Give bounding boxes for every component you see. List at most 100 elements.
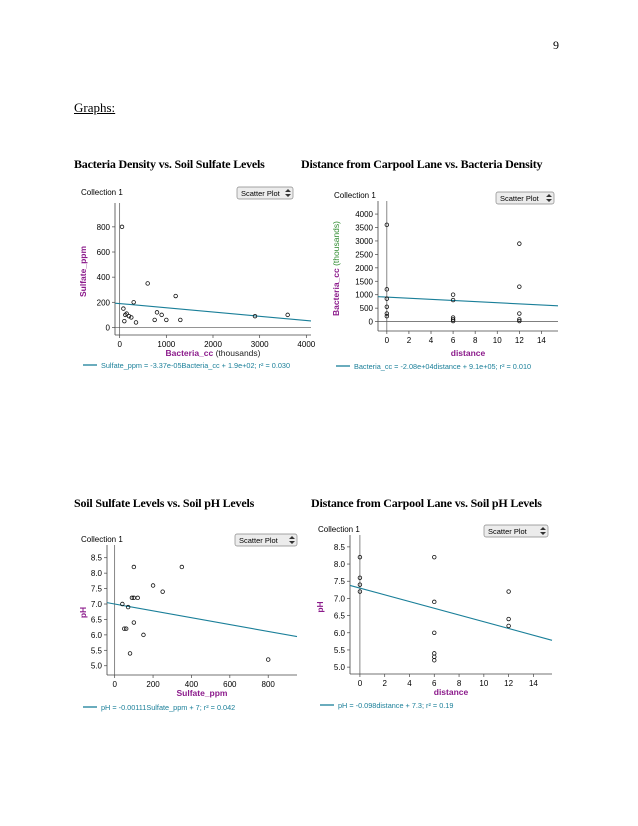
data-point [135,595,140,601]
y-tick-label: 5.5 [334,646,346,655]
regression-equation: Bacteria_cc = -2.08e+04distance + 9.1e+0… [354,362,531,371]
chart-title-2: Distance from Carpool Lane vs. Bacteria … [301,157,543,171]
data-point [506,616,511,622]
x-tick-label: 2 [382,679,387,688]
chevron-updown-icon [285,189,291,197]
x-tick-label: 3000 [251,340,269,349]
plot-type-dropdown[interactable]: Scatter Plot [483,524,549,538]
x-tick-label: 8 [457,679,462,688]
data-point [152,317,157,323]
data-point [450,318,456,324]
regression-equation: pH = -0.098distance + 7.3; r² = 0.19 [338,701,453,710]
y-axis-label-main: Bacteria_cc [331,268,341,316]
y-tick-label: 7.5 [334,577,346,586]
y-tick-label: 3500 [355,224,373,233]
y-tick-label: 0 [369,318,374,327]
data-point [506,589,511,594]
data-point [384,287,390,292]
collection-label: Collection 1 [81,188,123,197]
data-point [159,312,164,318]
x-tick-label: 8 [473,336,478,345]
data-point [122,318,127,324]
dropdown-box [483,524,549,538]
page-number: 9 [553,38,559,52]
y-tick-label: 8.5 [334,543,346,552]
plot-type-dropdown[interactable]: Scatter Plot [234,533,298,547]
data-point [384,222,390,228]
data-point [173,293,178,299]
y-tick-label: 5.0 [334,663,346,672]
data-point [357,582,363,587]
data-point [178,317,183,323]
data-point [517,241,522,246]
y-tick-label: 5.5 [91,646,103,655]
chart-distance-vs-ph: Collection 1 Scatter Plot 0 2 4 6 8 10 12 14 5.0 5.… [315,524,553,710]
data-point [179,564,185,570]
data-point [129,315,134,320]
regression-line [349,584,553,641]
data-point [126,313,132,319]
x-tick-label: 12 [515,336,524,345]
dropdown-box [236,186,294,200]
y-tick-label: 7.0 [334,594,346,603]
x-tick-label: 0 [112,680,117,689]
regression-line [106,602,298,638]
y-tick-label: 8.5 [91,554,103,563]
y-tick-label: 5.0 [91,662,103,671]
x-tick-label: 6 [432,679,437,688]
y-tick-label: 6.5 [91,615,103,624]
plot-type-dropdown[interactable]: Scatter Plot [495,191,555,205]
data-point [122,626,127,631]
y-tick-label: 0 [106,323,111,332]
data-point [357,554,363,560]
y-tick-label: 400 [97,273,111,282]
data-point [432,658,437,663]
x-axis-label-main: distance [451,348,486,358]
x-tick-label: 0 [117,340,122,349]
x-tick-label: 600 [223,680,237,689]
x-tick-label: 2000 [204,340,222,349]
y-axis-label-main: pH [315,601,325,612]
data-point [124,311,129,316]
y-tick-label: 8.0 [334,560,346,569]
collection-label: Collection 1 [318,525,360,534]
data-point [145,281,150,286]
data-point [450,297,456,303]
dropdown-label: Scatter Plot [500,194,540,203]
data-point [150,583,156,588]
chevron-updown-icon [546,194,552,202]
x-tick-label: 4 [429,336,434,345]
y-axis-label: Bacteria_cc (thousands) [331,221,341,316]
y-tick-label: 200 [97,298,111,307]
section-heading: Graphs: [74,100,116,115]
x-axis-label: Bacteria_cc (thousands) [166,348,261,358]
y-axis-label-unit: (thousands) [331,221,341,268]
y-tick-label: 1000 [355,291,373,300]
chart-sulfate-vs-ph: Collection 1 Scatter Plot 0 200 400 600 800 5.0… [78,533,298,712]
dropdown-label: Scatter Plot [488,527,528,536]
y-tick-label: 8.0 [91,569,103,578]
y-tick-label: 1500 [355,277,373,286]
y-axis-label-main: Sulfate_ppm [78,246,88,297]
regression-line [377,296,559,307]
regression-equation: pH = -0.00111Sulfate_ppm + 7; r² = 0.042 [101,703,235,712]
data-point [432,554,437,560]
data-point [133,320,139,325]
x-tick-label: 14 [529,679,538,688]
plot-type-dropdown[interactable]: Scatter Plot [236,186,294,200]
data-point [450,317,456,322]
data-point [517,311,522,316]
x-tick-label: 800 [262,680,276,689]
x-tick-label: 4000 [297,340,315,349]
regression-equation: Sulfate_ppm = -3.37e-05Bacteria_cc + 1.9… [101,361,290,370]
data-point [384,296,390,301]
data-point [120,601,125,607]
data-point [432,630,437,635]
x-tick-label: 10 [493,336,502,345]
data-point [517,317,522,322]
y-tick-label: 800 [97,223,111,232]
data-point [141,632,146,638]
x-axis-label-main: distance [434,687,469,697]
x-axis-label: distance [451,348,486,358]
data-point [127,651,133,656]
